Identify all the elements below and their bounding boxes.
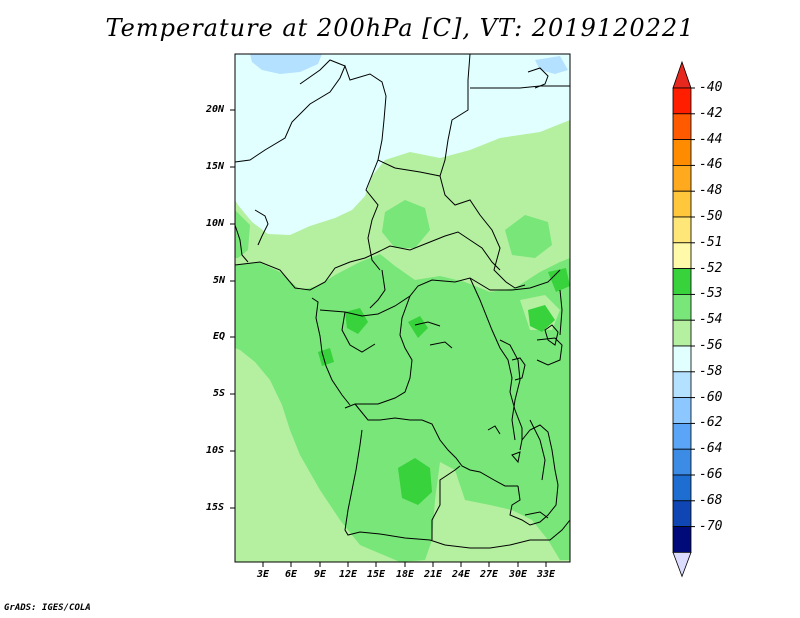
country-borders bbox=[234, 53, 571, 549]
lon-label-30e: 30E bbox=[509, 569, 528, 580]
map-title: Temperature at 200hPa [C], VT: 201912022… bbox=[105, 14, 695, 42]
lat-ticks bbox=[230, 109, 235, 509]
colorbar-over-triangle bbox=[672, 60, 692, 89]
lat-label-eq: EQ bbox=[213, 331, 226, 342]
colorbar-label: -54 bbox=[699, 312, 723, 328]
lon-ticks bbox=[262, 562, 547, 567]
colorbar-label: -50 bbox=[699, 209, 723, 224]
colorbar-swatch bbox=[672, 164, 692, 192]
mid-region-west bbox=[235, 210, 250, 258]
lon-label-6e: 6E bbox=[285, 569, 298, 580]
warm-patch-5 bbox=[528, 305, 555, 332]
colorbar-swatch bbox=[672, 242, 692, 270]
colorbar-label: -42 bbox=[699, 105, 723, 121]
colorbar-label: -53 bbox=[699, 286, 723, 302]
colorbar-label: -66 bbox=[699, 467, 723, 482]
mid-region-ne bbox=[505, 215, 552, 258]
colorbar-swatch bbox=[672, 268, 692, 295]
lon-label-27e: 27E bbox=[480, 569, 499, 580]
colorbar-label: -44 bbox=[699, 131, 723, 147]
cold-patch-nw bbox=[250, 54, 322, 74]
lat-label-5s: 5S bbox=[213, 388, 226, 399]
colorbar-label: -70 bbox=[699, 518, 723, 534]
mid-region-north bbox=[382, 200, 430, 248]
colorbar-swatch bbox=[672, 345, 692, 373]
colorbar-label: -48 bbox=[699, 183, 723, 199]
colorbar-label: -64 bbox=[699, 441, 723, 457]
lon-label-33e: 33E bbox=[537, 569, 556, 580]
colorbar-under-triangle bbox=[672, 552, 692, 578]
colorbar-label: -56 bbox=[699, 338, 723, 353]
colorbar-label: -40 bbox=[699, 80, 723, 95]
colorbar-swatch bbox=[672, 319, 692, 347]
colorbar-swatch bbox=[672, 87, 692, 115]
warm-patch-4 bbox=[548, 268, 570, 292]
coastline-and-lakes bbox=[234, 67, 559, 519]
colorbar-swatch bbox=[672, 526, 692, 553]
warm-patch-2 bbox=[345, 308, 368, 334]
colorbar-label: -51 bbox=[699, 234, 723, 250]
cold-patch-ne bbox=[535, 56, 568, 74]
colorbar-label: -46 bbox=[699, 157, 723, 173]
lon-label-3e: 3E bbox=[257, 569, 270, 580]
colorbar-swatch bbox=[672, 500, 692, 527]
lat-label-10s: 10S bbox=[206, 445, 225, 456]
lat-label-5n: 5N bbox=[213, 275, 226, 286]
colorbar-label: -62 bbox=[699, 415, 723, 431]
colorbar-swatch bbox=[672, 474, 692, 502]
lon-label-9e: 9E bbox=[314, 569, 327, 580]
colorbar-swatch bbox=[672, 448, 692, 476]
colorbar-swatch bbox=[672, 293, 692, 321]
lat-label-10n: 10N bbox=[206, 218, 225, 229]
map-frame bbox=[234, 53, 571, 563]
colorbar-swatch bbox=[672, 216, 692, 244]
lat-label-20n: 20N bbox=[206, 104, 225, 115]
map-panel bbox=[230, 53, 571, 567]
lon-label-15e: 15E bbox=[367, 569, 386, 580]
warm-patch-3 bbox=[408, 316, 428, 338]
colorbar-label: -52 bbox=[699, 260, 723, 276]
cool-patch-sw bbox=[235, 430, 318, 560]
grads-credit: GrADS: IGES/COLA bbox=[4, 603, 91, 613]
colorbar-swatch bbox=[672, 139, 692, 166]
colorbar-label: -58 bbox=[699, 363, 723, 379]
colorbar-label: -68 bbox=[699, 492, 723, 508]
colorbar-label: -60 bbox=[699, 389, 723, 405]
lon-label-21e: 21E bbox=[424, 569, 443, 580]
lon-label-12e: 12E bbox=[339, 569, 358, 580]
cold-region-west bbox=[262, 178, 305, 214]
colorbar-swatch bbox=[672, 190, 692, 218]
colorbar-swatch bbox=[672, 113, 692, 141]
lon-label-24e: 24E bbox=[452, 569, 471, 580]
colorbar bbox=[672, 60, 695, 578]
colorbar-swatch bbox=[672, 371, 692, 398]
lat-label-15s: 15S bbox=[206, 502, 225, 513]
colorbar-swatch bbox=[672, 397, 692, 424]
colorbar-swatch bbox=[672, 422, 692, 450]
lon-label-18e: 18E bbox=[396, 569, 415, 580]
lat-label-15n: 15N bbox=[206, 161, 225, 172]
warm-patch-1 bbox=[398, 458, 432, 505]
